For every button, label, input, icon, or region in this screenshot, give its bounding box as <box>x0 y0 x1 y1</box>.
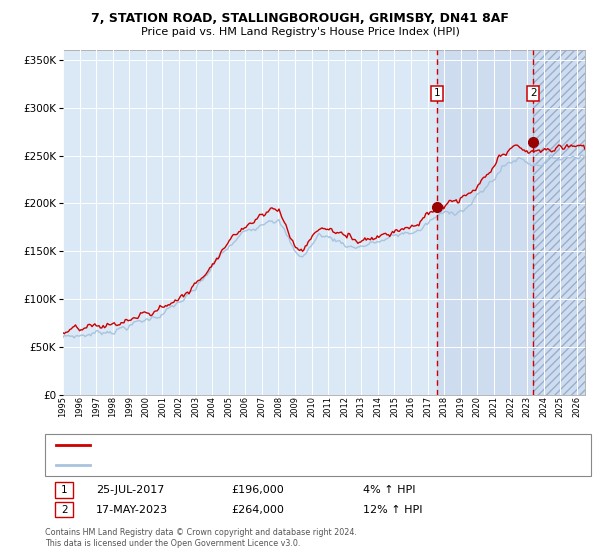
Text: 17-MAY-2023: 17-MAY-2023 <box>96 505 168 515</box>
Text: £264,000: £264,000 <box>231 505 284 515</box>
Text: 1: 1 <box>61 485 68 495</box>
Text: £196,000: £196,000 <box>231 485 284 495</box>
Text: 12% ↑ HPI: 12% ↑ HPI <box>363 505 422 515</box>
Text: 2: 2 <box>530 88 536 99</box>
Bar <box>437 50 585 395</box>
Bar <box>533 50 585 395</box>
Text: HPI: Average price, detached house, North East Lincolnshire: HPI: Average price, detached house, Nort… <box>94 460 388 470</box>
Text: Price paid vs. HM Land Registry's House Price Index (HPI): Price paid vs. HM Land Registry's House … <box>140 27 460 37</box>
Text: 7, STATION ROAD, STALLINGBOROUGH, GRIMSBY, DN41 8AF: 7, STATION ROAD, STALLINGBOROUGH, GRIMSB… <box>91 12 509 25</box>
Text: 1: 1 <box>434 88 440 99</box>
Text: 7, STATION ROAD, STALLINGBOROUGH, GRIMSBY, DN41 8AF (detached house): 7, STATION ROAD, STALLINGBOROUGH, GRIMSB… <box>94 440 478 450</box>
Text: 4% ↑ HPI: 4% ↑ HPI <box>363 485 415 495</box>
Text: 2: 2 <box>61 505 68 515</box>
Text: 25-JUL-2017: 25-JUL-2017 <box>96 485 164 495</box>
Text: Contains HM Land Registry data © Crown copyright and database right 2024.
This d: Contains HM Land Registry data © Crown c… <box>45 528 357 548</box>
